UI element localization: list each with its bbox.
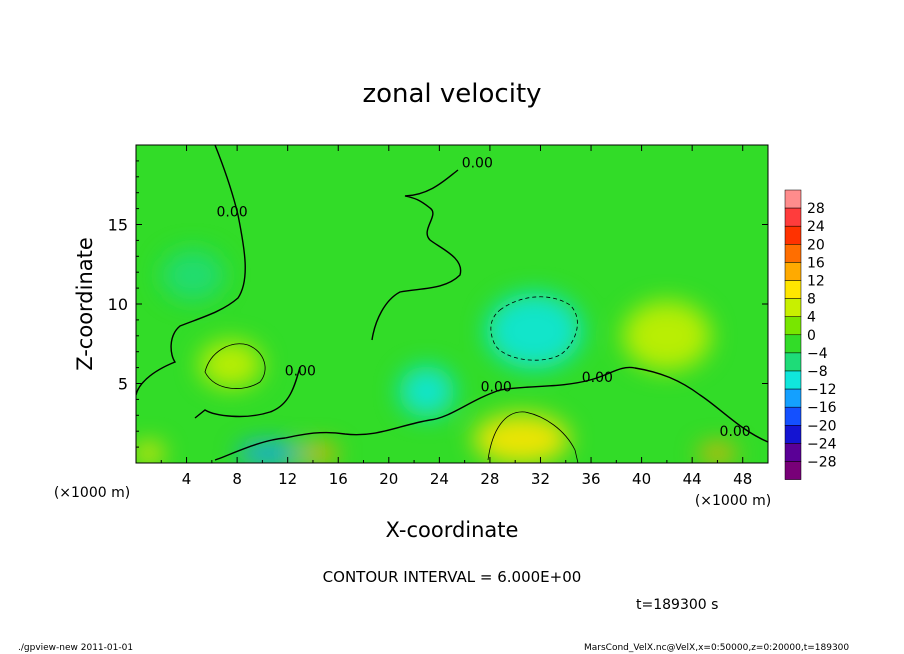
colorbar-cell xyxy=(784,225,802,245)
x-tick-label: 44 xyxy=(683,470,702,488)
contour-label: 0.00 xyxy=(481,379,512,395)
colorbar-label: −24 xyxy=(807,436,837,452)
footer-left: ./gpview-new 2011-01-01 xyxy=(18,643,133,653)
x-tick-label: 40 xyxy=(632,470,651,488)
colorbar-cell xyxy=(784,334,802,354)
colorbar-cell xyxy=(784,262,802,281)
field-region xyxy=(199,340,263,389)
y-axis: 5 10 15 xyxy=(108,160,768,448)
field-region xyxy=(398,366,455,417)
colorbar-cell xyxy=(784,298,802,317)
colorbar-label: 0 xyxy=(807,328,816,344)
colorbar-label: 24 xyxy=(807,219,825,235)
x-tick-label: 32 xyxy=(531,470,550,488)
colorbar-cell xyxy=(784,280,802,299)
x-tick-label: 24 xyxy=(430,470,449,488)
contour-labels: 0.00 0.00 0.00 0.00 0.00 0.00 xyxy=(216,155,750,440)
field-region xyxy=(698,443,737,463)
colorbar-cell xyxy=(784,244,802,263)
chart-title: zonal velocity xyxy=(362,79,541,109)
x-unit-label-right: (×1000 m) xyxy=(695,493,771,509)
y-axis-label: Z-coordinate xyxy=(73,237,97,371)
x-tick-label: 28 xyxy=(480,470,499,488)
contour-label: 0.00 xyxy=(216,205,247,221)
colorbar-cell xyxy=(784,425,802,444)
y-tick-label: 10 xyxy=(108,295,128,314)
field-region xyxy=(237,442,301,463)
colorbar-cell xyxy=(784,352,802,372)
x-axis-label: X-coordinate xyxy=(386,518,519,542)
field-region xyxy=(622,300,712,371)
colorbar-cell xyxy=(784,406,802,426)
y-tick-label: 15 xyxy=(108,216,128,235)
contour-interval-text: CONTOUR INTERVAL = 6.000E+00 xyxy=(323,568,582,586)
x-tick-label: 36 xyxy=(581,470,600,488)
colorbar-cell xyxy=(784,461,802,480)
x-tick-label: 4 xyxy=(182,470,192,488)
x-tick-label: 48 xyxy=(733,470,752,488)
field-region xyxy=(473,413,570,463)
colorbar-cell xyxy=(784,370,802,390)
contour-label: 0.00 xyxy=(285,364,316,380)
colorbar-cell xyxy=(784,316,802,336)
field-layer xyxy=(136,249,737,463)
colorbar-label: −20 xyxy=(807,418,837,434)
contour-label: 0.00 xyxy=(582,370,613,386)
colorbar-label: 4 xyxy=(807,310,816,326)
zero-contour xyxy=(136,145,768,461)
x-unit-label-left: (×1000 m) xyxy=(54,485,130,501)
colorbar-cell xyxy=(784,189,802,209)
colorbar-cell xyxy=(784,388,802,408)
field-region xyxy=(486,292,583,370)
y-tick-label: 5 xyxy=(118,375,128,394)
colorbar-label: 8 xyxy=(807,292,816,308)
time-text: t=189300 s xyxy=(636,597,718,613)
colorbar-label: −28 xyxy=(807,455,837,471)
colorbar-cell xyxy=(784,443,802,462)
field-region xyxy=(161,249,225,301)
contour-label: 0.00 xyxy=(720,424,751,440)
x-tick-label: 16 xyxy=(329,470,348,488)
positive-contour xyxy=(204,343,266,389)
x-axis: 4 8 12 16 20 24 28 32 36 40 44 48 xyxy=(160,145,752,488)
colorbar-label: 20 xyxy=(807,237,825,253)
colorbar-label: 28 xyxy=(807,201,825,217)
colorbar-cell xyxy=(784,207,802,227)
positive-contour-bottom xyxy=(487,411,579,463)
colorbar-label: 16 xyxy=(807,255,825,271)
x-tick-label: 20 xyxy=(379,470,398,488)
colorbar: 28 24 20 16 12 8 4 0 −4 −8 −12 −16 −20 −24 −28 xyxy=(784,189,837,480)
colorbar-label: −4 xyxy=(807,346,828,362)
field-region xyxy=(300,443,339,463)
footer-right: MarsCond_VelX.nc@VelX,x=0:50000,z=0:2000… xyxy=(584,643,849,653)
field-region xyxy=(136,442,164,463)
negative-contour xyxy=(490,296,578,361)
contour-label: 0.00 xyxy=(462,155,493,171)
x-tick-label: 12 xyxy=(278,470,297,488)
colorbar-label: 12 xyxy=(807,274,825,290)
colorbar-label: −16 xyxy=(807,400,837,416)
x-tick-label: 8 xyxy=(232,470,242,488)
colorbar-label: −8 xyxy=(807,364,828,380)
colorbar-label: −12 xyxy=(807,382,837,398)
